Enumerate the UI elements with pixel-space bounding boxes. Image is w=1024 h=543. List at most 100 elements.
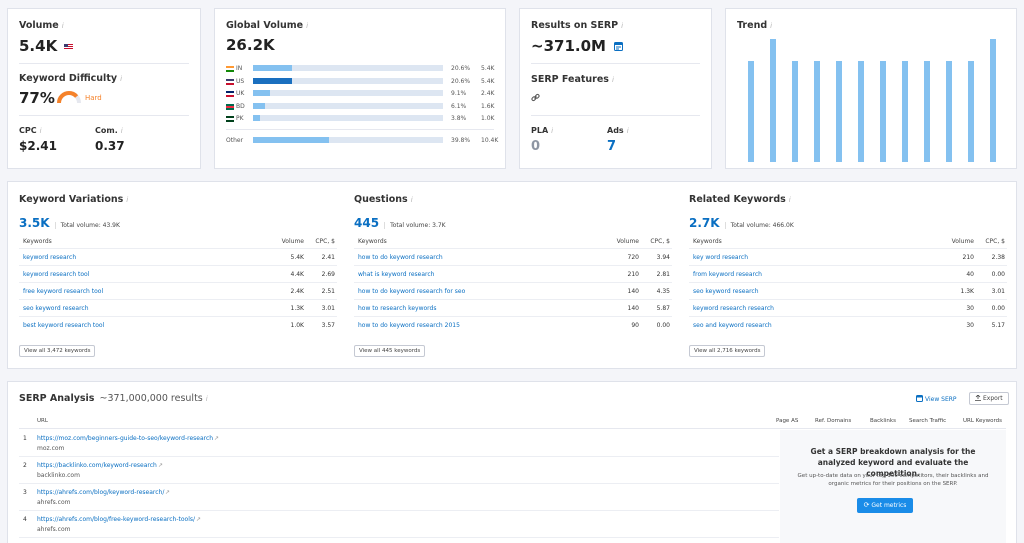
col-cpc[interactable]: CPC, $ [985, 238, 1005, 245]
trend-bar[interactable] [770, 39, 776, 162]
col-ref-domains[interactable]: Ref. Domains [815, 418, 852, 424]
external-link-icon[interactable]: ↗ [196, 516, 202, 523]
external-link-icon[interactable]: ↗ [165, 489, 171, 496]
keyword-link[interactable]: seo keyword research [23, 305, 89, 312]
refresh-icon: ⟳ [863, 501, 870, 509]
view-serp-link[interactable]: View SERP [916, 395, 957, 403]
trend-bar[interactable] [748, 61, 754, 162]
promo-title: Get a SERP breakdown analysis for the an… [810, 447, 976, 478]
country-volume[interactable]: 2.4K [481, 90, 495, 97]
result-url[interactable]: https://ahrefs.com/blog/keyword-research… [37, 489, 165, 496]
col-keywords[interactable]: Keywords [693, 238, 722, 245]
country-volume[interactable]: 5.4K [481, 65, 495, 72]
view-all-questions-button[interactable]: View all 445 keywords [354, 345, 426, 357]
keyword-link[interactable]: seo keyword research [693, 288, 759, 295]
kd-row: 77% Hard [19, 88, 194, 110]
keyword-cpc: 4.35 [656, 288, 670, 295]
serp-value: ~371.0M [531, 37, 606, 55]
keyword-link[interactable]: best keyword research tool [23, 322, 105, 329]
view-all-variations-button[interactable]: View all 3,472 keywords [19, 345, 96, 357]
country-volume[interactable]: 1.6K [481, 102, 495, 110]
upload-icon [975, 394, 981, 401]
trend-bar[interactable] [924, 61, 930, 162]
keyword-link[interactable]: how to do keyword research for seo [358, 288, 466, 295]
external-link-icon[interactable]: ↗ [214, 435, 220, 442]
info-icon[interactable]: i [621, 22, 624, 30]
info-icon[interactable]: i [788, 196, 791, 204]
keyword-link[interactable]: key word research [693, 254, 749, 261]
col-volume[interactable]: Volume [616, 238, 639, 245]
trend-bar[interactable] [814, 61, 820, 162]
info-icon[interactable]: i [306, 22, 309, 30]
trend-bar[interactable] [792, 61, 798, 162]
keyword-cpc: 2.69 [321, 271, 335, 278]
result-url[interactable]: https://ahrefs.com/blog/free-keyword-res… [37, 516, 196, 523]
info-icon[interactable]: i [39, 127, 42, 135]
get-metrics-button[interactable]: ⟳ Get metrics [857, 498, 913, 513]
col-volume[interactable]: Volume [951, 238, 974, 245]
info-icon[interactable]: i [551, 127, 554, 135]
country-code: IN [236, 65, 243, 72]
table-row: seo keyword research 1.3K 3.01 [689, 282, 1007, 299]
country-volume[interactable]: 1.0K [481, 115, 495, 122]
info-icon[interactable]: i [626, 127, 629, 135]
keyword-link[interactable]: how to do keyword research [358, 254, 443, 261]
keyword-volume: 5.4K [290, 254, 304, 261]
export-button[interactable]: Export [969, 392, 1009, 405]
info-icon[interactable]: i [205, 395, 208, 403]
keyword-link[interactable]: from keyword research [693, 271, 762, 278]
country-code: BD [236, 102, 245, 110]
keyword-link[interactable]: seo and keyword research [693, 322, 772, 329]
info-icon[interactable]: i [120, 127, 123, 135]
keyword-link[interactable]: keyword research tool [23, 271, 90, 278]
keyword-variations-section: Keyword Variations i 3.5K Total volume: 43… [19, 194, 337, 362]
keyword-link[interactable]: what is keyword research [358, 271, 435, 278]
col-cpc[interactable]: CPC, $ [650, 238, 670, 245]
related-count[interactable]: 2.7K [689, 216, 720, 230]
keyword-link[interactable]: keyword research [23, 254, 77, 261]
serp-analysis-subtitle: ~371,000,000 results [99, 393, 203, 404]
trend-bar[interactable] [836, 61, 842, 162]
result-url[interactable]: https://backlinko.com/keyword-research [37, 462, 157, 469]
info-icon[interactable]: i [770, 22, 773, 30]
trend-bar[interactable] [946, 61, 952, 162]
external-link-icon[interactable]: ↗ [158, 462, 164, 469]
col-cpc[interactable]: CPC, $ [315, 238, 335, 245]
pla-block: PLA i 0 [531, 126, 553, 154]
keyword-link[interactable]: how to do keyword research 2015 [358, 322, 460, 329]
col-search-traffic[interactable]: Search Traffic [909, 418, 947, 424]
keyword-link[interactable]: keyword research research [693, 305, 774, 312]
trend-bar[interactable] [902, 61, 908, 162]
info-icon[interactable]: i [611, 76, 614, 84]
questions-count[interactable]: 445 [354, 216, 380, 230]
variations-count[interactable]: 3.5K [19, 216, 50, 230]
ads-value[interactable]: 7 [607, 139, 617, 154]
col-url-keywords[interactable]: URL Keywords [963, 418, 1003, 424]
kd-label: Hard [85, 94, 102, 102]
col-keywords[interactable]: Keywords [358, 238, 387, 245]
info-icon[interactable]: i [410, 196, 413, 204]
result-url[interactable]: https://moz.com/beginners-guide-to-seo/k… [37, 435, 214, 442]
keyword-cpc: 2.81 [656, 271, 670, 278]
info-icon[interactable]: i [61, 22, 64, 30]
trend-bar[interactable] [880, 61, 886, 162]
trend-bar[interactable] [968, 61, 974, 162]
trend-chart [740, 39, 1004, 162]
keyword-link[interactable]: free keyword research tool [23, 288, 104, 295]
result-domain: moz.com [37, 445, 65, 452]
serp-value-row: ~371.0M [531, 36, 624, 55]
country-pct: 3.8% [451, 115, 467, 122]
flag-icon [226, 66, 234, 72]
col-page-as[interactable]: Page AS [776, 418, 799, 424]
col-keywords[interactable]: Keywords [23, 238, 52, 245]
keyword-link[interactable]: how to research keywords [358, 305, 437, 312]
country-volume[interactable]: 5.4K [481, 77, 495, 85]
info-icon[interactable]: i [120, 75, 123, 83]
trend-bar[interactable] [858, 61, 864, 162]
col-volume[interactable]: Volume [281, 238, 304, 245]
col-backlinks[interactable]: Backlinks [870, 418, 896, 424]
serp-view-icon[interactable] [614, 42, 624, 51]
view-all-related-button[interactable]: View all 2,716 keywords [689, 345, 766, 357]
info-icon[interactable]: i [126, 196, 129, 204]
trend-bar[interactable] [990, 39, 996, 162]
